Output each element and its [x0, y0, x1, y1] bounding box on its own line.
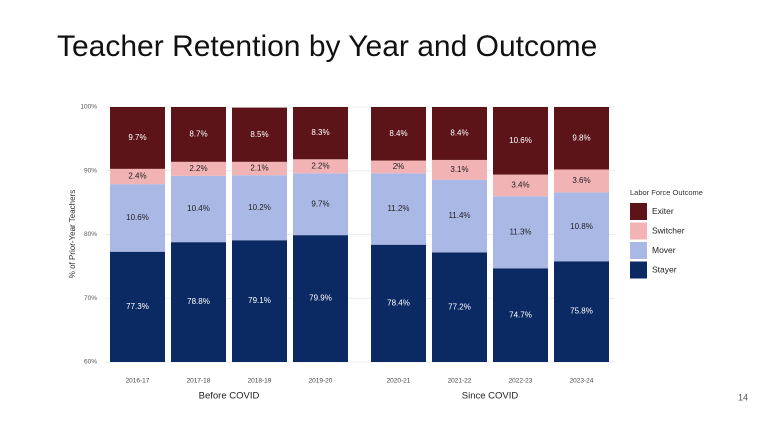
bar-segment: [110, 251, 165, 362]
bar-segment: [232, 175, 287, 241]
bar-segment: [493, 174, 548, 197]
bar-segment: [554, 261, 609, 362]
data-label: 10.4%: [187, 204, 210, 213]
legend-label: Switcher: [652, 225, 685, 235]
y-tick-label: 80%: [84, 231, 97, 238]
data-label: 10.8%: [570, 222, 593, 231]
bar-segment: [493, 107, 548, 175]
bar-segment: [432, 159, 487, 180]
legend-label: Mover: [652, 245, 676, 255]
data-label: 9.7%: [311, 199, 329, 208]
bar-segment: [432, 252, 487, 362]
bar-segment: [110, 107, 165, 169]
bar-segment: [232, 240, 287, 362]
legend-swatch: [630, 222, 647, 240]
legend-swatch: [630, 203, 647, 220]
data-label: 11.2%: [387, 204, 409, 213]
data-label: 78.4%: [387, 298, 410, 307]
x-tick-label: 2021-22: [448, 378, 472, 385]
data-label: 11.4%: [448, 211, 470, 220]
bar-segment: [554, 169, 609, 193]
bar-segment: [232, 161, 287, 176]
bar-segment: [110, 184, 165, 252]
bar-segment: [232, 107, 287, 162]
x-tick-label: 2020-21: [387, 378, 411, 385]
data-label: 8.7%: [189, 130, 207, 139]
bar-segment: [371, 173, 426, 245]
legend-swatch: [630, 242, 647, 259]
data-label: 75.8%: [570, 307, 593, 316]
data-label: 10.6%: [126, 213, 149, 222]
legend-title: Labor Force Outcome: [630, 188, 703, 197]
data-label: 8.4%: [389, 129, 407, 138]
bar-segment: [293, 235, 348, 362]
data-label: 8.4%: [450, 129, 468, 138]
data-label: 2.1%: [250, 164, 268, 173]
bar-segment: [554, 192, 609, 262]
data-label: 2.4%: [128, 172, 146, 181]
x-tick-label: 2023-24: [570, 378, 594, 385]
bar-segment: [432, 179, 487, 253]
bar-segment: [171, 107, 226, 162]
x-tick-label: 2022-23: [509, 378, 533, 385]
legend-swatch: [630, 261, 647, 279]
y-tick-label: 100%: [80, 104, 97, 111]
x-tick-label: 2019-20: [309, 378, 333, 385]
data-label: 77.3%: [126, 302, 149, 311]
data-label: 2.2%: [311, 161, 329, 170]
data-label: 3.6%: [572, 176, 590, 185]
bar-segment: [171, 242, 226, 362]
bar-segment: [293, 159, 348, 174]
data-label: 10.6%: [509, 136, 532, 145]
bar-segment: [293, 107, 348, 160]
data-label: 9.8%: [572, 133, 590, 142]
bar-segment: [493, 268, 548, 362]
bar-segment: [493, 196, 548, 269]
y-tick-label: 90%: [84, 167, 97, 174]
group-label: Before COVID: [199, 391, 260, 402]
data-label: 8.3%: [311, 128, 329, 137]
legend-label: Exiter: [652, 206, 674, 216]
bar-segment: [554, 107, 609, 170]
data-label: 77.2%: [448, 302, 471, 311]
data-label: 79.9%: [309, 294, 332, 303]
bar-segment: [293, 173, 348, 236]
bar-segment: [371, 160, 426, 174]
y-tick-label: 60%: [84, 359, 97, 366]
bar-segment: [171, 175, 226, 243]
data-label: 79.1%: [248, 296, 271, 305]
group-label: Since COVID: [462, 391, 519, 402]
x-tick-label: 2018-19: [248, 378, 272, 385]
data-label: 10.2%: [248, 203, 271, 212]
page-number: 14: [738, 392, 748, 402]
data-label: 8.5%: [250, 130, 268, 139]
data-label: 3.4%: [511, 181, 529, 190]
bar-segment: [171, 161, 226, 176]
legend-label: Stayer: [652, 264, 677, 274]
y-tick-label: 70%: [84, 295, 97, 302]
data-label: 11.3%: [509, 227, 531, 236]
bar-segment: [432, 107, 487, 160]
data-label: 74.7%: [509, 310, 532, 319]
data-label: 9.7%: [128, 133, 146, 142]
x-tick-label: 2016-17: [126, 378, 150, 385]
slide-title: Teacher Retention by Year and Outcome: [57, 30, 597, 63]
bar-segment: [371, 107, 426, 161]
data-label: 2%: [393, 162, 405, 171]
bar-segment: [371, 244, 426, 362]
bar-segment: [110, 168, 165, 185]
y-axis-label: % of Prior-Year Teachers: [68, 190, 77, 279]
x-tick-label: 2017-18: [187, 378, 211, 385]
data-label: 2.2%: [189, 164, 207, 173]
data-label: 78.8%: [187, 297, 210, 306]
data-label: 3.1%: [450, 165, 468, 174]
